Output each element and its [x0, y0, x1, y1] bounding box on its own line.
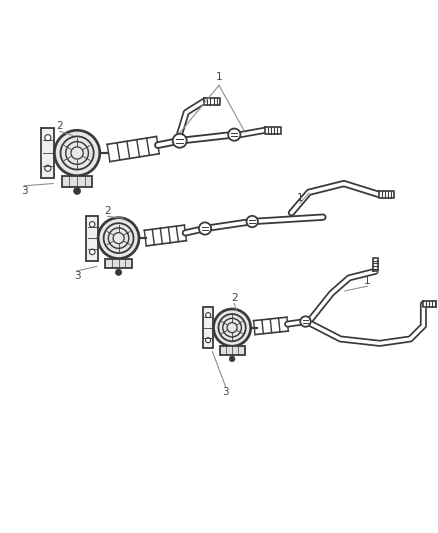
Text: 3: 3 [222, 387, 229, 397]
Circle shape [173, 134, 187, 148]
Bar [41, 128, 54, 178]
Circle shape [54, 130, 100, 176]
Circle shape [116, 269, 122, 276]
Text: 1: 1 [297, 193, 303, 203]
Circle shape [205, 312, 211, 318]
Bar [86, 215, 98, 261]
Circle shape [229, 356, 235, 361]
Text: 1: 1 [215, 72, 223, 83]
Polygon shape [379, 191, 394, 198]
Polygon shape [424, 301, 438, 307]
Circle shape [89, 249, 95, 255]
Circle shape [213, 309, 251, 346]
Polygon shape [265, 127, 281, 134]
Circle shape [205, 337, 211, 343]
Text: 1: 1 [364, 276, 371, 286]
Text: 2: 2 [231, 293, 237, 303]
Circle shape [45, 135, 51, 141]
Bar [62, 176, 92, 187]
Circle shape [45, 165, 51, 171]
Polygon shape [204, 98, 220, 105]
Circle shape [228, 128, 240, 141]
Text: 2: 2 [104, 206, 111, 216]
Text: 2: 2 [57, 121, 63, 131]
Circle shape [74, 188, 81, 195]
Circle shape [89, 222, 95, 227]
Circle shape [199, 222, 211, 235]
Bar [219, 346, 245, 355]
Bar [105, 259, 132, 269]
Text: 3: 3 [74, 271, 81, 281]
Polygon shape [372, 258, 378, 271]
Bar [203, 307, 213, 348]
Circle shape [247, 216, 258, 227]
Circle shape [300, 316, 311, 327]
Circle shape [98, 217, 139, 259]
Text: 3: 3 [21, 186, 28, 196]
